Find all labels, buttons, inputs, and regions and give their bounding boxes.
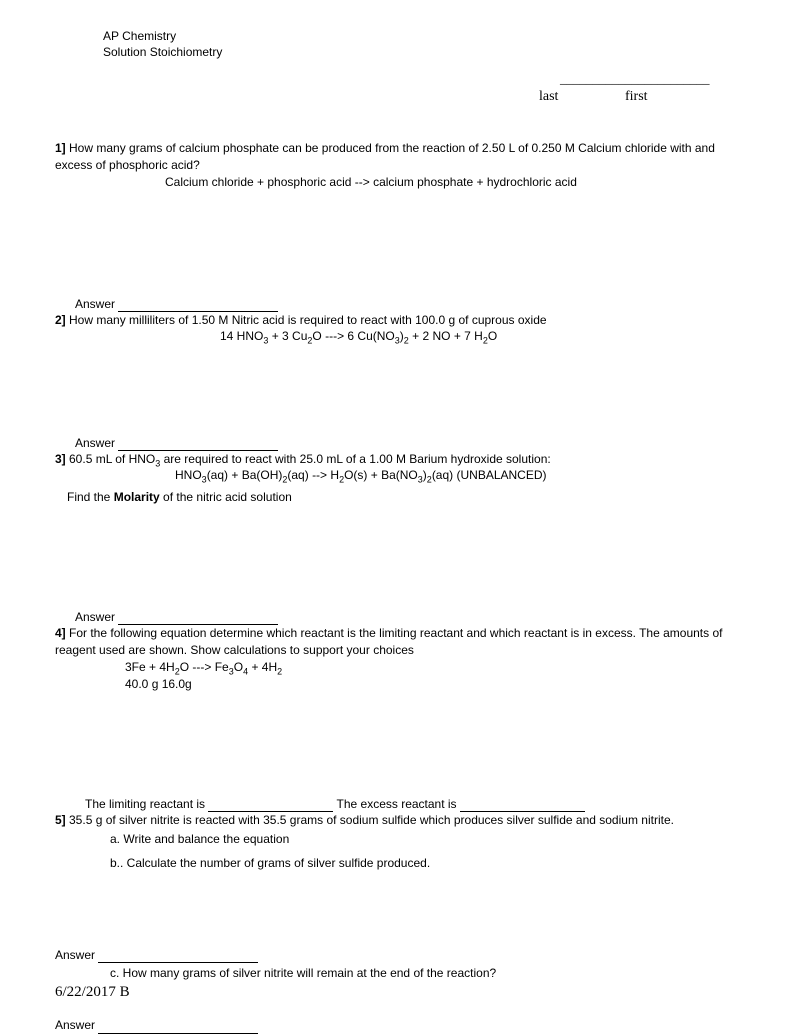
q1-answer: Answer (75, 296, 736, 312)
q3-find-b: Molarity (114, 490, 160, 504)
q1-equation: Calcium chloride + phosphoric acid --> c… (165, 174, 736, 190)
q3-find-c: of the nitric acid solution (160, 490, 292, 504)
q3-number: 3] (55, 452, 66, 466)
q2-eq-f: O (488, 329, 497, 343)
q4-amounts: 40.0 g 16.0g (125, 676, 736, 692)
q2-eq-e: + 2 NO + 7 H (409, 329, 483, 343)
q4-eq-a: 3Fe + 4H (125, 660, 175, 674)
q5-number: 5] (55, 813, 66, 827)
course-title: AP Chemistry (103, 28, 736, 44)
q4-answer-row: The limiting reactant is The excess reac… (85, 796, 736, 812)
q3-eq-c: (aq) --> H (287, 468, 339, 482)
q2-eq-b: + 3 Cu (268, 329, 307, 343)
q4-number: 4] (55, 626, 66, 640)
q4-eq-c: O (234, 660, 243, 674)
q5-text: 35.5 g of silver nitrite is reacted with… (66, 813, 674, 827)
q3-text-a: 60.5 mL of HNO (66, 452, 156, 466)
q2-prompt: 2] How many milliliters of 1.50 M Nitric… (55, 312, 736, 328)
q4-eq-b: O ---> Fe (180, 660, 229, 674)
q4-limiting-label: The limiting reactant is (85, 797, 208, 811)
q5-part-a: a. Write and balance the equation (110, 831, 736, 847)
q5-prompt: 5] 35.5 g of silver nitrite is reacted w… (55, 812, 736, 828)
q5-answer-b-blank[interactable] (98, 953, 258, 963)
q3-eq-a: HNO (175, 468, 202, 482)
q2-number: 2] (55, 313, 66, 327)
q3-equation: HNO3(aq) + Ba(OH)2(aq) --> H2O(s) + Ba(N… (175, 467, 736, 483)
q1-text: How many grams of calcium phosphate can … (55, 141, 715, 171)
q3-blank[interactable] (118, 615, 278, 625)
question-2: 2] How many milliliters of 1.50 M Nitric… (55, 312, 736, 451)
q3-find: Find the Molarity of the nitric acid sol… (67, 489, 736, 505)
q1-answer-label: Answer (75, 297, 118, 311)
q3-answer-label: Answer (75, 610, 118, 624)
q3-eq-b: (aq) + Ba(OH) (207, 468, 283, 482)
q5-answer-c: Answer (55, 1017, 736, 1033)
question-5: 5] 35.5 g of silver nitrite is reacted w… (55, 812, 736, 1033)
q1-blank[interactable] (118, 302, 278, 312)
q2-eq-a: 14 HNO (220, 329, 263, 343)
last-label: last (539, 88, 558, 107)
q5-part-c: c. How many grams of silver nitrite will… (110, 965, 736, 981)
q4-prompt: 4] For the following equation determine … (55, 625, 736, 657)
q4-limiting-blank[interactable] (208, 802, 333, 812)
q4-text: For the following equation determine whi… (55, 626, 722, 656)
topic-title: Solution Stoichiometry (103, 44, 736, 60)
q5-answer-b-label: Answer (55, 948, 98, 962)
q4-eq-d: + 4H (248, 660, 277, 674)
q3-find-a: Find the (67, 490, 114, 504)
q4-equation: 3Fe + 4H2O ---> Fe3O4 + 4H2 (125, 659, 736, 675)
q2-eq-c: O ---> 6 Cu(NO (312, 329, 394, 343)
q5-answer-c-label: Answer (55, 1018, 98, 1032)
name-row: _______________________ last first (55, 70, 736, 90)
q3-prompt: 3] 60.5 mL of HNO3 are required to react… (55, 451, 736, 467)
q3-text-b: are required to react with 25.0 mL of a … (160, 452, 550, 466)
q2-answer: Answer (75, 435, 736, 451)
footer-date: 6/22/2017 B (55, 982, 130, 1002)
q2-equation: 14 HNO3 + 3 Cu2O ---> 6 Cu(NO3)2 + 2 NO … (220, 328, 736, 344)
q4-excess-label: The excess reactant is (333, 797, 460, 811)
question-3: 3] 60.5 mL of HNO3 are required to react… (55, 451, 736, 626)
q2-text: How many milliliters of 1.50 M Nitric ac… (66, 313, 547, 327)
q3-eq-f: (aq) (UNBALANCED) (432, 468, 547, 482)
q3-answer: Answer (75, 609, 736, 625)
q1-number: 1] (55, 141, 66, 155)
q2-answer-label: Answer (75, 436, 118, 450)
q2-blank[interactable] (118, 441, 278, 451)
question-1: 1] How many grams of calcium phosphate c… (55, 140, 736, 312)
q3-eq-d: O(s) + Ba(NO (344, 468, 418, 482)
worksheet-header: AP Chemistry Solution Stoichiometry (103, 28, 736, 60)
q1-prompt: 1] How many grams of calcium phosphate c… (55, 140, 736, 172)
q4-excess-blank[interactable] (460, 802, 585, 812)
q5-answer-b: Answer (55, 947, 736, 963)
q5-part-b: b.. Calculate the number of grams of sil… (110, 855, 736, 871)
first-label: first (625, 88, 648, 107)
name-underline: _______________________ (560, 70, 710, 88)
q5-answer-c-blank[interactable] (98, 1024, 258, 1034)
question-4: 4] For the following equation determine … (55, 625, 736, 812)
